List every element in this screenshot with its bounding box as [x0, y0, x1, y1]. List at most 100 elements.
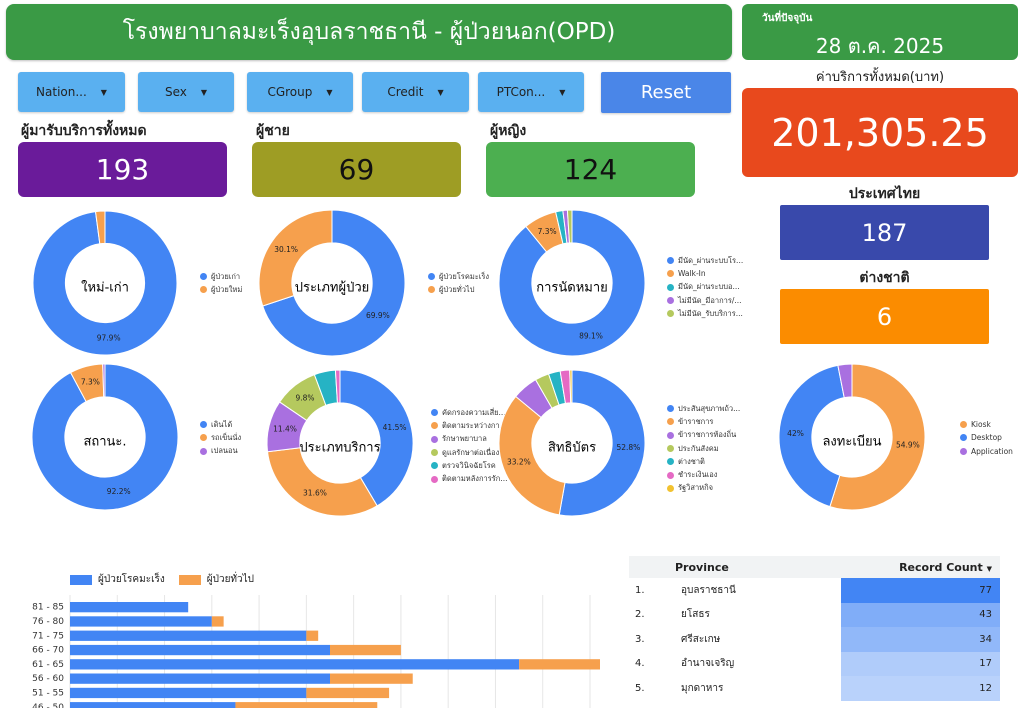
donut-legend: คัดกรองความเสี่ย... ติดตามระหว่างกา... รัก… — [431, 406, 507, 486]
donut-slice[interactable] — [778, 364, 845, 508]
donut-center-label: ประเภทผู้ป่วย — [295, 281, 370, 296]
legend-item[interactable]: ผู้ป่วยเก่า — [200, 270, 242, 283]
legend-dot — [960, 434, 967, 442]
bar-segment[interactable] — [70, 602, 189, 613]
col-header-record-count[interactable]: Record Count ▼ — [835, 561, 1000, 574]
legend-item[interactable]: ไม่มีนัด_รับบริการ... — [667, 307, 743, 320]
legend-item[interactable]: รถเข็นนั่ง — [200, 431, 241, 444]
legend-dot — [428, 286, 435, 294]
dashboard-title: โรงพยาบาลมะเร็งอุบลราชธานี - ผู้ป่วยนอก(… — [6, 4, 732, 60]
bar-segment[interactable] — [306, 687, 390, 699]
row-rank: 5. — [635, 682, 645, 694]
legend-item[interactable]: Desktop — [960, 431, 1013, 444]
legend-item[interactable]: เดินได้ — [200, 418, 241, 431]
reset-button[interactable]: Reset — [601, 72, 731, 113]
table-row[interactable]: 2. ยโสธร 43 — [629, 602, 1000, 627]
female-label: ผู้หญิง — [490, 123, 527, 139]
legend-item[interactable]: ข้าราชการ — [667, 415, 740, 428]
legend-dot — [667, 270, 674, 278]
female-value: 124 — [486, 142, 695, 197]
legend-item[interactable]: เปลนอน — [200, 445, 241, 458]
table-row[interactable]: 4. อำนาจเจริญ 17 — [629, 651, 1000, 676]
bar-segment[interactable] — [235, 702, 378, 708]
chevron-down-icon: ▼ — [437, 87, 444, 97]
legend-item[interactable]: Kiosk — [960, 418, 1013, 431]
legend-item[interactable]: ผู้ป่วยทั่วไป — [428, 283, 489, 296]
filter-label: Sex — [164, 85, 187, 99]
legend-label: ติดตามระหว่างกา... — [442, 420, 507, 430]
legend-item[interactable]: Application — [960, 445, 1013, 458]
bar-segment[interactable] — [306, 630, 319, 641]
filter-sex-dropdown[interactable]: Sex ▼ — [138, 72, 234, 112]
row-rank: 1. — [635, 584, 645, 596]
legend-item[interactable]: ผู้ป่วยใหม่ — [200, 283, 242, 296]
donut-slice[interactable] — [558, 369, 646, 517]
bar-segment[interactable] — [70, 644, 330, 656]
donut-slice[interactable] — [829, 363, 926, 511]
row-province: อำนาจเจริญ — [681, 658, 735, 670]
male-value: 69 — [252, 142, 461, 197]
donut-slice[interactable] — [31, 363, 179, 511]
bar-segment[interactable] — [70, 616, 212, 627]
table-row[interactable]: 5. มุกดาหาร 12 — [629, 676, 1000, 701]
bar-segment[interactable] — [211, 616, 224, 627]
legend-item[interactable]: ประสันสุขภาพถ้ว... — [667, 402, 740, 415]
row-province: มุกดาหาร — [681, 682, 724, 694]
slice-percent-label: 89.1% — [579, 331, 603, 340]
legend-item[interactable]: ประกันสังคม — [667, 442, 740, 455]
legend-label: เปลนอน — [211, 446, 238, 456]
donut-slice[interactable] — [262, 209, 406, 357]
legend-item[interactable]: รัฐวิสาหกิจ — [667, 482, 740, 495]
donut-slice[interactable] — [258, 209, 333, 307]
bar-segment[interactable] — [70, 702, 236, 708]
filter-cgroup-dropdown[interactable]: CGroup ▼ — [247, 72, 353, 112]
donut-legend: ประสันสุขภาพถ้ว... ข้าราชการ ข้าราชการท้อง… — [667, 402, 740, 495]
legend-item[interactable]: มีนัด_ผ่านระบบอ... — [667, 281, 743, 294]
legend-item[interactable]: ข้าราชการท้องถิ่น — [667, 429, 740, 442]
filter-ptcon-dropdown[interactable]: PTCon... ▼ — [478, 72, 584, 112]
legend-item[interactable]: ชำระเงินเอง — [667, 468, 740, 481]
age-tick-label: 66 - 70 — [32, 646, 64, 656]
donut-slice[interactable] — [837, 363, 853, 399]
legend-item[interactable]: ติดตามหลังการรัก... — [431, 472, 507, 485]
legend-dot — [200, 434, 207, 442]
donut-slice[interactable] — [32, 210, 178, 356]
legend-item[interactable]: ต่างชาติ — [667, 455, 740, 468]
donut-slice[interactable] — [498, 395, 566, 516]
donut-slice[interactable] — [102, 363, 106, 398]
donut-slice[interactable] — [566, 209, 573, 244]
donut-slice[interactable] — [339, 369, 414, 507]
donut-legend: ผู้ป่วยโรคมะเร็ง ผู้ป่วยทั่วไป — [428, 270, 489, 297]
legend-item[interactable]: Walk-In — [667, 267, 743, 280]
bar-segment[interactable] — [519, 659, 600, 670]
bar-segment[interactable] — [70, 630, 307, 641]
age-tick-label: 81 - 85 — [32, 603, 64, 613]
legend-item[interactable]: ไม่มีนัด_มีอาการ/... — [667, 294, 743, 307]
bar-segment[interactable] — [70, 673, 330, 684]
slice-percent-label: 33.2% — [507, 457, 531, 466]
donut-slice[interactable] — [498, 209, 646, 357]
donut-chart-3: 89.1% 7.3% การนัดหมาย — [498, 209, 646, 357]
legend-item[interactable]: มีนัด_ผ่านระบบโร... — [667, 254, 743, 267]
table-row[interactable]: 1. อุบลราชธานี 77 — [629, 578, 1000, 603]
donut-slice[interactable] — [569, 369, 573, 404]
legend-item[interactable]: ตรวจวินิจฉัยโรค — [431, 459, 507, 472]
col-header-province[interactable]: Province — [675, 560, 729, 574]
legend-item[interactable]: ผู้ป่วยโรคมะเร็ง — [428, 270, 489, 283]
bar-segment[interactable] — [330, 644, 401, 656]
legend-item[interactable]: ติดตามระหว่างกา... — [431, 419, 507, 432]
legend-item[interactable]: ดูแลรักษาต่อเนื่อง — [431, 446, 507, 459]
total-patients-label: ผู้มารับบริการทั้งหมด — [21, 123, 147, 139]
filter-credit-dropdown[interactable]: Credit ▼ — [362, 72, 469, 112]
table-row[interactable]: 3. ศรีสะเกษ 34 — [629, 627, 1000, 652]
bar-segment[interactable] — [330, 673, 413, 684]
filter-nation-dropdown[interactable]: Nation... ▼ — [18, 72, 125, 112]
legend-item[interactable]: รักษาพยาบาล — [431, 433, 507, 446]
legend-swatch-cancer — [70, 574, 92, 585]
legend-item[interactable]: คัดกรองความเสี่ย... — [431, 406, 507, 419]
bar-segment[interactable] — [70, 687, 307, 699]
donut-slice[interactable] — [266, 447, 378, 517]
donut-slice[interactable] — [94, 210, 106, 245]
donut-slice[interactable] — [334, 369, 341, 404]
bar-segment[interactable] — [70, 659, 520, 670]
